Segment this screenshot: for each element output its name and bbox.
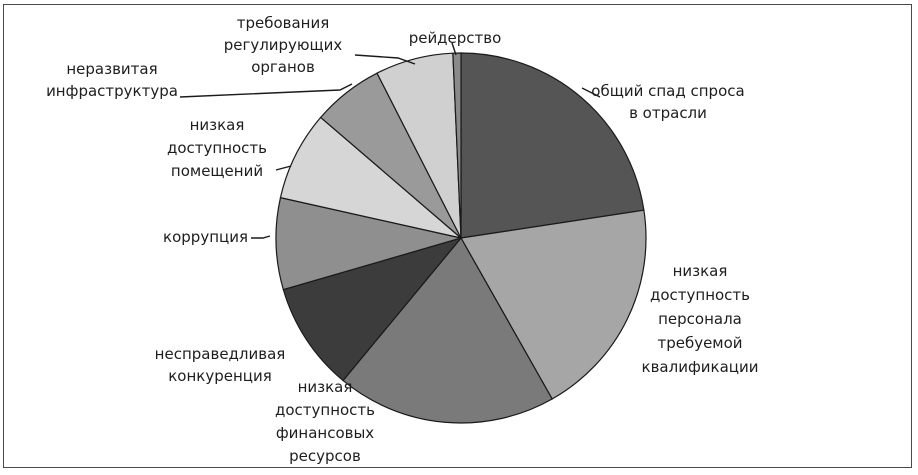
slice-label-line: рейдерство <box>409 29 502 47</box>
slice-label-line: квалификации <box>642 358 759 376</box>
leader-line <box>581 87 601 98</box>
leader-lines <box>179 42 601 239</box>
slice-label-line: инфраструктура <box>46 82 178 100</box>
leader-line <box>251 235 271 239</box>
slice-label: неразвитая инфраструктура <box>46 60 178 100</box>
slice-label-line: низкая <box>190 116 245 134</box>
slice-label-line: общий спад спроса <box>591 82 744 100</box>
leader-line <box>275 165 292 171</box>
pie-slice <box>275 196 462 291</box>
slice-label: низкая доступность помещений <box>167 116 267 180</box>
pie-slice <box>342 236 553 424</box>
leader-line <box>354 54 416 65</box>
slice-label-line: низкая <box>298 378 353 396</box>
slice-label-line: финансовых <box>276 424 374 442</box>
slice-label: низкая доступность персонала требуемой квали… <box>642 262 759 376</box>
leader-line <box>179 83 353 98</box>
pie-slice <box>282 236 463 382</box>
slice-label-line: ресурсов <box>289 447 361 465</box>
slice-label: рейдерство <box>409 29 502 47</box>
slice-labels: общий спад спроса в отрасли низкая доступно… <box>46 14 758 465</box>
leader-line <box>451 42 457 56</box>
slice-label: несправедливая конкуренция <box>155 345 286 385</box>
slice-label-line: помещений <box>171 162 263 180</box>
slice-label-line: регулирующих <box>224 36 343 54</box>
slice-label-line: конкуренция <box>168 367 272 385</box>
slice-label-line: доступность <box>167 139 267 157</box>
slice-label: коррупция <box>163 228 248 246</box>
chart-frame <box>3 4 912 468</box>
slice-label-line: требования <box>237 14 330 32</box>
slice-label-line: несправедливая <box>155 345 286 363</box>
slice-label: низкая доступность финансовых ресурсов <box>275 378 375 465</box>
slice-label-line: персонала <box>658 310 742 328</box>
slice-label-line: требуемой <box>657 334 742 352</box>
slice-label-line: коррупция <box>163 228 248 246</box>
slice-label-line: в отрасли <box>629 104 707 122</box>
pie-slices <box>275 52 647 424</box>
slice-label-line: низкая <box>673 262 728 280</box>
pie-slice <box>452 52 462 239</box>
slice-label-line: доступность <box>275 401 375 419</box>
pie-slice <box>460 209 647 400</box>
slice-label: требования регулирующих органов <box>224 14 343 76</box>
slice-label-line: неразвитая <box>66 60 157 78</box>
slice-label: общий спад спроса в отрасли <box>591 82 744 122</box>
slice-label-line: доступность <box>650 286 750 304</box>
slice-label-line: органов <box>251 58 315 76</box>
pie-slice <box>460 52 645 239</box>
